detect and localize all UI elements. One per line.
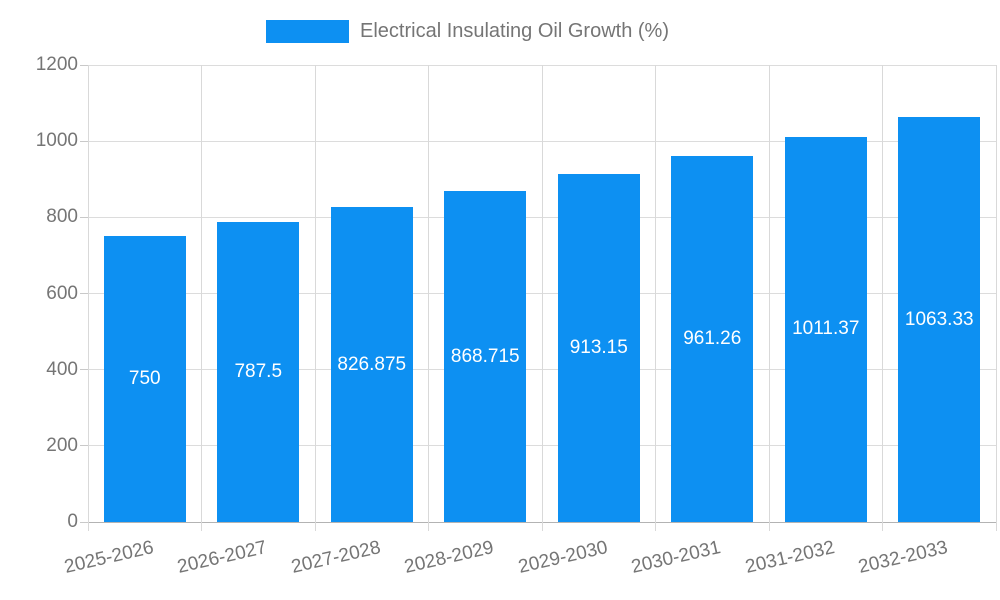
v-gridline — [428, 65, 429, 531]
y-axis-tick — [80, 293, 88, 294]
y-tick-label: 1000 — [35, 130, 78, 152]
y-tick-label: 0 — [67, 511, 78, 532]
y-axis-tick — [80, 521, 88, 523]
bar[interactable] — [557, 174, 640, 522]
legend: Electrical Insulating Oil Growth (%) — [0, 0, 1000, 55]
bar[interactable] — [671, 155, 754, 522]
bar-value-label: 913.15 — [569, 337, 628, 359]
bar[interactable] — [330, 207, 413, 522]
v-gridline — [995, 65, 997, 531]
bar-value-label: 826.875 — [337, 353, 407, 375]
y-tick-label: 1200 — [35, 54, 78, 75]
y-axis-tick — [80, 140, 88, 142]
v-gridline — [768, 65, 770, 531]
y-axis-line — [87, 65, 89, 531]
y-axis-tick — [80, 216, 88, 218]
y-tick-label: 600 — [46, 282, 78, 304]
bar-value-label: 787.5 — [234, 361, 283, 383]
bar-value-label: 750 — [128, 368, 161, 390]
y-axis-tick — [80, 64, 88, 66]
v-gridline — [314, 65, 316, 531]
y-tick-label: 200 — [46, 434, 78, 456]
bar-value-label: 1063.33 — [904, 308, 974, 330]
bar[interactable] — [784, 136, 867, 522]
bar[interactable] — [217, 222, 300, 522]
bar-value-label: 868.715 — [450, 345, 520, 367]
v-gridline — [541, 65, 543, 531]
bar[interactable] — [103, 236, 186, 522]
legend-series-label[interactable]: Electrical Insulating Oil Growth (%) — [360, 20, 669, 42]
bar-value-label: 961.26 — [683, 327, 742, 349]
y-tick-label: 400 — [46, 358, 78, 380]
bar[interactable] — [444, 191, 527, 522]
bar-value-label: 1011.37 — [792, 318, 860, 340]
v-gridline — [655, 65, 656, 531]
y-tick-label: 800 — [46, 206, 78, 228]
v-gridline — [882, 65, 883, 531]
y-axis-tick — [80, 369, 88, 371]
legend-swatch-icon[interactable] — [266, 20, 349, 43]
y-axis-tick — [80, 445, 88, 447]
v-gridline — [201, 65, 202, 531]
bar[interactable] — [898, 117, 981, 522]
